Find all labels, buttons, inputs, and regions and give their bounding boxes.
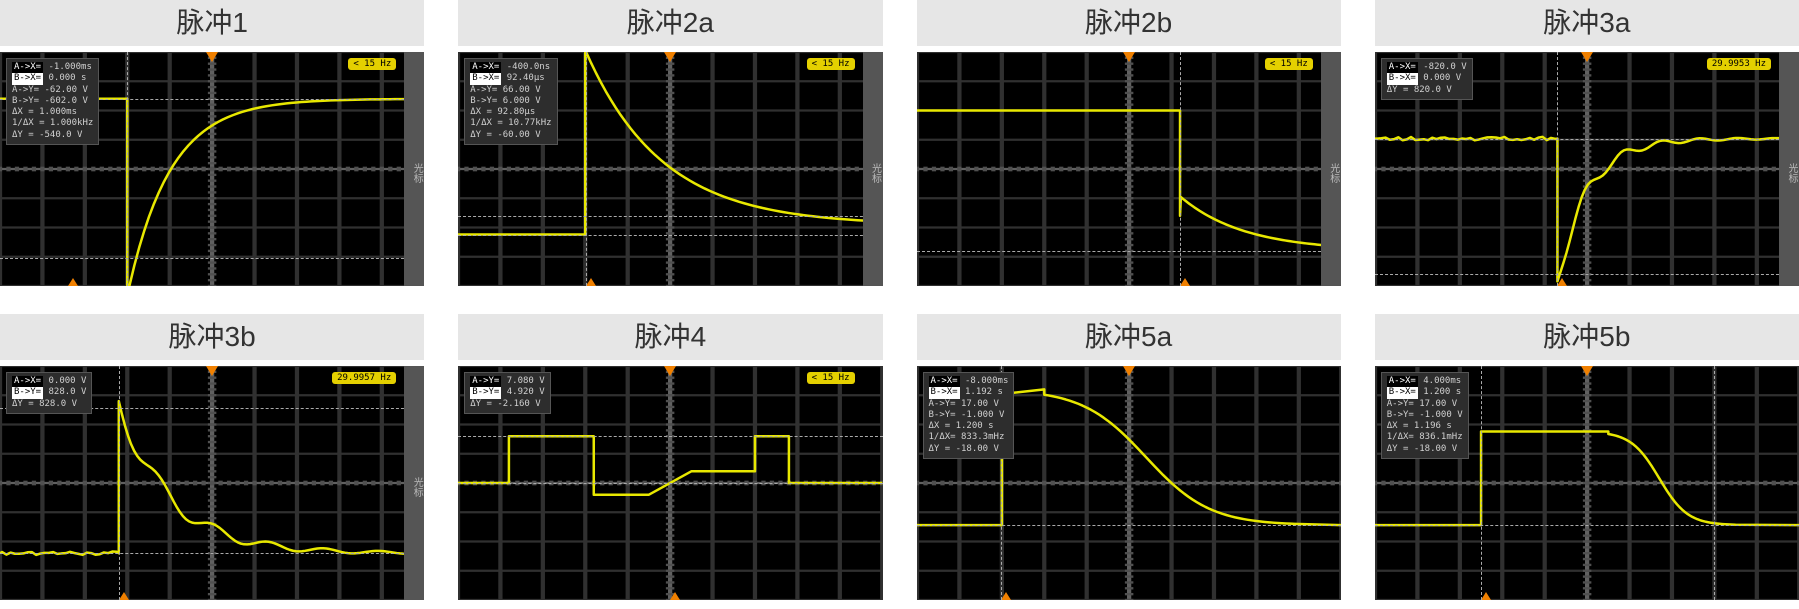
time-marker-icon [586,278,596,286]
cursor-vertical [119,366,120,600]
cursor-horizontal [1375,525,1799,526]
trigger-marker-icon [206,52,218,62]
trigger-marker-icon [664,366,676,376]
panel-p2b: 脉冲2b < 15 Hz 光标 [917,0,1341,286]
frequency-badge: < 15 Hz [348,58,396,70]
measurement-readout: A->X= -820.0 V B->X= 0.000 V ΔY = 820.0 … [1381,58,1473,100]
panel-p5a: 脉冲5a A->X= -8.000ms B->X= 1.192 s A->Y= 1… [917,314,1341,600]
cursor-vertical [1557,52,1558,286]
sidebar-tab: 光标 [404,52,424,286]
measurement-readout: A->X= -400.0ns B->X= 92.40μs A->Y= 66.00… [464,58,557,145]
cursor-horizontal [458,436,882,437]
panel-title: 脉冲4 [458,314,882,360]
panel-p4: 脉冲4 A->Y= 7.080 V B->Y= 4.920 V ΔY = -2.1… [458,314,882,600]
frequency-badge: 29.9953 Hz [1707,58,1771,70]
cursor-vertical [1714,366,1715,600]
measurement-readout: A->X= -8.000ms B->X= 1.192 s A->Y= 17.00… [923,372,1015,459]
cursor-vertical [127,52,128,286]
oscilloscope-display: A->X= 4.000ms B->X= 1.200 s A->Y= 17.00 … [1375,366,1799,600]
trigger-marker-icon [1581,366,1593,376]
sidebar-tab: 光标 [1321,52,1341,286]
oscilloscope-display: A->Y= 7.080 V B->Y= 4.920 V ΔY = -2.160 … [458,366,882,600]
trigger-marker-icon [664,52,676,62]
time-marker-icon [119,592,129,600]
sidebar-tab: 光标 [404,366,424,600]
cursor-horizontal [1375,274,1799,275]
cursor-vertical [1481,366,1482,600]
cursor-horizontal [458,235,882,236]
oscilloscope-display: A->X= -8.000ms B->X= 1.192 s A->Y= 17.00… [917,366,1341,600]
cursor-horizontal [917,251,1341,252]
panel-title: 脉冲5a [917,314,1341,360]
cursor-horizontal [917,525,1341,526]
panel-p1: 脉冲1 A->X= -1.000ms B->X= 0.000 s A->Y= -6… [0,0,424,286]
frequency-badge: < 15 Hz [1265,58,1313,70]
frequency-badge: 29.9957 Hz [332,372,396,384]
oscilloscope-display: A->X= 0.000 V B->Y= 828.0 V ΔY = 828.0 V… [0,366,424,600]
time-marker-icon [1001,592,1011,600]
trigger-marker-icon [1123,52,1135,62]
measurement-readout: A->X= -1.000ms B->X= 0.000 s A->Y= -62.0… [6,58,99,145]
trigger-marker-icon [206,366,218,376]
time-marker-icon [68,278,78,286]
measurement-readout: A->Y= 7.080 V B->Y= 4.920 V ΔY = -2.160 … [464,372,550,414]
frequency-badge: < 15 Hz [807,58,855,70]
time-marker-icon [1557,278,1567,286]
panel-p3a: 脉冲3a A->X= -820.0 V B->X= 0.000 V ΔY = 82… [1375,0,1799,286]
sidebar-tab: 光标 [863,52,883,286]
measurement-readout: A->X= 0.000 V B->Y= 828.0 V ΔY = 828.0 V [6,372,92,414]
frequency-badge: < 15 Hz [807,372,855,384]
sidebar-tab: 光标 [1779,52,1799,286]
cursor-horizontal [0,553,424,554]
panel-p5b: 脉冲5b A->X= 4.000ms B->X= 1.200 s A->Y= 17… [1375,314,1799,600]
oscilloscope-display: A->X= -400.0ns B->X= 92.40μs A->Y= 66.00… [458,52,882,286]
oscilloscope-display: A->X= -1.000ms B->X= 0.000 s A->Y= -62.0… [0,52,424,286]
cursor-horizontal [458,483,882,484]
oscilloscope-display: < 15 Hz 光标 [917,52,1341,286]
trigger-marker-icon [1581,52,1593,62]
time-marker-icon [1180,278,1190,286]
oscilloscope-display: A->X= -820.0 V B->X= 0.000 V ΔY = 820.0 … [1375,52,1799,286]
panel-title: 脉冲5b [1375,314,1799,360]
cursor-vertical [586,52,587,286]
panel-title: 脉冲3a [1375,0,1799,46]
panel-title: 脉冲2b [917,0,1341,46]
trigger-marker-icon [1123,366,1135,376]
time-marker-icon [1481,592,1491,600]
cursor-horizontal [1375,139,1799,140]
panel-title: 脉冲3b [0,314,424,360]
cursor-horizontal [458,216,882,217]
panel-title: 脉冲1 [0,0,424,46]
panel-title: 脉冲2a [458,0,882,46]
measurement-readout: A->X= 4.000ms B->X= 1.200 s A->Y= 17.00 … [1381,372,1469,459]
time-marker-icon [670,592,680,600]
panel-p2a: 脉冲2a A->X= -400.0ns B->X= 92.40μs A->Y= 6… [458,0,882,286]
panel-p3b: 脉冲3b A->X= 0.000 V B->Y= 828.0 V ΔY = 828… [0,314,424,600]
cursor-horizontal [0,258,424,259]
